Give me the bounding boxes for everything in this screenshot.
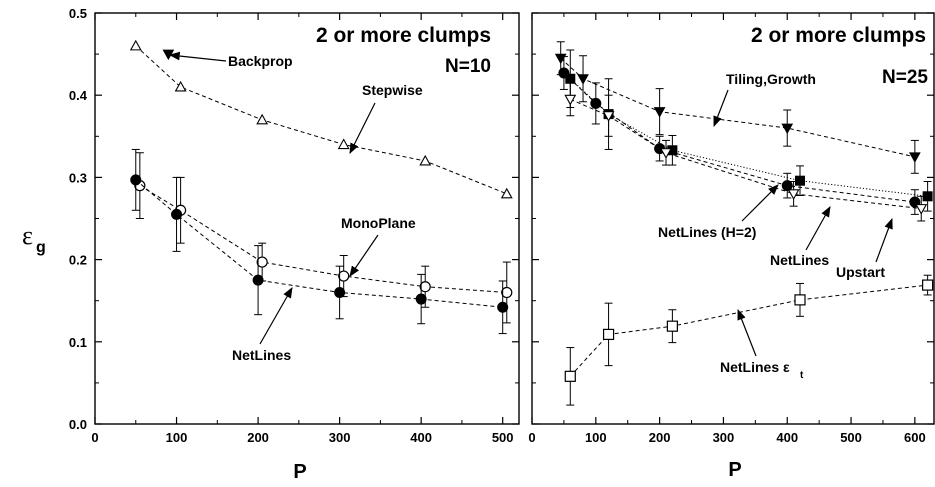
- left-point-monoplane: [256, 256, 268, 268]
- left-point-stepwise: [337, 138, 350, 150]
- left-point-monoplane: [338, 270, 350, 282]
- y-tick-label: 0.3: [69, 170, 87, 185]
- annotation-tiling-growth: Tiling,Growth: [726, 71, 816, 87]
- left-point-stepwise: [129, 39, 142, 51]
- left-x-tick-label: 200: [247, 430, 269, 445]
- right-point-netlines: [781, 180, 793, 192]
- arrow-tiling-growth: [713, 89, 729, 128]
- left-point-monoplane: [501, 286, 513, 299]
- right-n-label: N=25: [882, 67, 928, 88]
- arrow-netlines-left: [259, 287, 293, 345]
- right-line-upstart: [570, 98, 922, 210]
- annotation-backprop: Backprop: [228, 53, 293, 69]
- right-x-tick-label: 100: [585, 430, 607, 445]
- right-point-netlines-t: [602, 328, 615, 341]
- annotation-stepwise: Stepwise: [362, 82, 423, 98]
- annotation-netlines-right: NetLines: [770, 252, 829, 268]
- right-plot-marks: [554, 41, 934, 406]
- right-point-tiling-growth: [909, 152, 921, 163]
- right-x-tick-label: 300: [713, 430, 735, 445]
- arrow-backprop: [168, 51, 227, 62]
- left-point-stepwise: [419, 154, 432, 166]
- left-x-tick-label: 400: [410, 430, 432, 445]
- right-x-tick-label: 200: [649, 430, 671, 445]
- right-point-netlines-h-2: [795, 175, 805, 186]
- left-point-netlines: [334, 286, 346, 298]
- y-tick-label: 0.0: [69, 417, 87, 432]
- right-point-netlines: [590, 97, 602, 109]
- arrow-netlines-et: [737, 308, 757, 357]
- left-point-netlines: [415, 293, 427, 305]
- left-x-tick-label: 300: [329, 430, 351, 445]
- left-line-netlines: [135, 179, 503, 308]
- arrow-upstart: [875, 217, 893, 263]
- right-x-tick-label: 500: [840, 430, 862, 445]
- left-point-stepwise: [174, 80, 187, 92]
- right-point-tiling-growth: [781, 123, 794, 135]
- right-line-netlines: [563, 72, 915, 203]
- left-line-stepwise: [135, 45, 507, 195]
- right-point-netlines: [558, 67, 570, 79]
- right-point-netlines-h-2: [922, 191, 933, 202]
- annotation-netlines-h2: NetLines (H=2): [658, 224, 756, 240]
- arrow-monoplane: [349, 234, 379, 277]
- arrow-netlines-right: [805, 206, 831, 251]
- right-x-tick-label: 0: [528, 430, 535, 445]
- left-panel-title: 2 or more clumps: [316, 24, 491, 47]
- y-axis-label-subscript: g: [36, 239, 46, 256]
- annotation-netlines-et: NetLines ε: [720, 359, 790, 375]
- right-point-upstart: [915, 204, 928, 215]
- right-axis-ticks: 0 100 200 300 400 500 600: [528, 12, 934, 445]
- annotation-upstart: Upstart: [836, 264, 885, 280]
- right-x-tick-label: 400: [776, 430, 798, 445]
- annotation-monoplane: MonoPlane: [341, 215, 416, 231]
- left-point-stepwise: [256, 113, 269, 125]
- left-x-tick-label: 100: [166, 430, 188, 445]
- left-point-monoplane: [419, 281, 431, 293]
- right-point-upstart: [660, 148, 672, 159]
- right-line-netlines-h-2: [569, 78, 928, 197]
- right-point-upstart: [564, 94, 577, 106]
- right-point-tiling-growth: [577, 74, 589, 85]
- right-point-netlines-h-2: [667, 145, 678, 156]
- left-point-netlines: [252, 274, 264, 286]
- arrow-netlines-h2: [741, 184, 779, 222]
- annotation-netlines-et-subscript: t: [800, 370, 804, 381]
- left-point-netlines: [130, 174, 142, 186]
- left-point-netlines: [497, 301, 509, 313]
- left-x-tick-label: 500: [492, 430, 514, 445]
- left-line-monoplane: [139, 185, 507, 293]
- right-point-netlines-t: [794, 294, 806, 306]
- left-x-tick-label: 0: [91, 430, 98, 445]
- right-point-netlines-t: [564, 370, 576, 382]
- y-tick-label: 0.4: [69, 88, 88, 103]
- right-x-tick-label: 600: [904, 430, 926, 445]
- left-n-label: N=10: [445, 56, 491, 77]
- right-panel-title: 2 or more clumps: [751, 24, 926, 47]
- right-point-netlines-t: [922, 279, 934, 291]
- y-tick-label: 0.5: [69, 6, 87, 21]
- right-point-upstart: [787, 189, 800, 200]
- arrow-stepwise: [349, 102, 376, 154]
- right-point-tiling-growth: [653, 107, 666, 118]
- right-point-upstart: [602, 111, 615, 122]
- y-tick-label: 0.2: [69, 253, 87, 268]
- left-point-stepwise: [500, 187, 513, 199]
- y-tick-label: 0.1: [69, 335, 87, 350]
- right-point-netlines-t: [666, 320, 678, 332]
- left-x-axis-label: P: [293, 461, 306, 483]
- left-axis-ticks: 0 100 200 300 400 500 0.0 0.1 0.2 0.3 0.4 0.5: [69, 6, 519, 445]
- left-point-netlines: [171, 208, 183, 220]
- annotation-netlines-left: NetLines: [232, 347, 291, 363]
- left-plot-marks: [129, 39, 513, 335]
- y-axis-label: ε: [22, 221, 33, 250]
- right-x-axis-label: P: [728, 459, 741, 481]
